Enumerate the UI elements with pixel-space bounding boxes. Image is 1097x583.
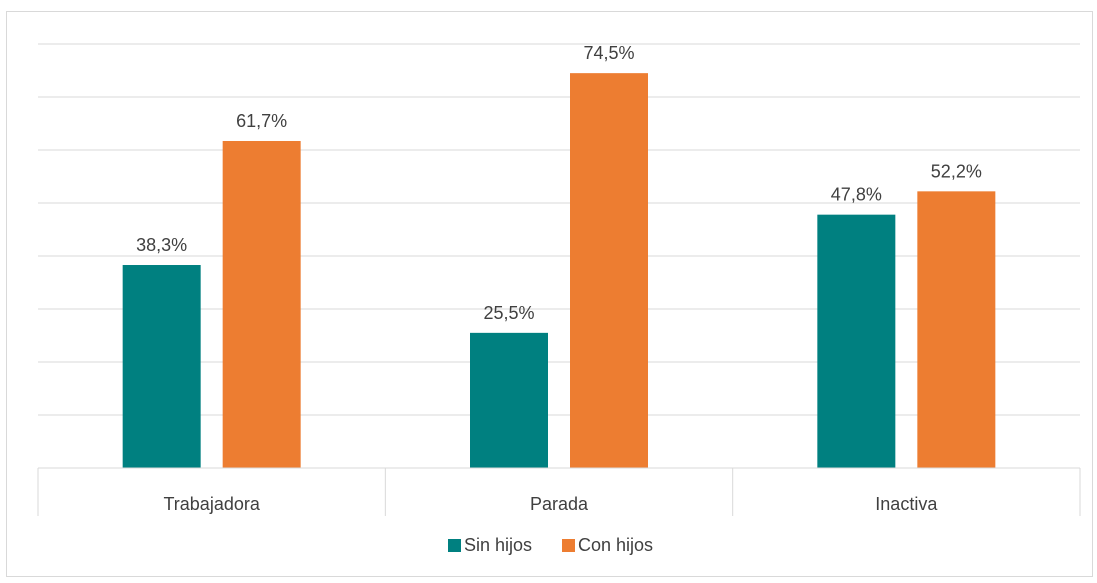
data-label-1-2: 52,2%	[931, 161, 982, 181]
legend-swatch-0	[448, 539, 461, 552]
data-label-0-0: 38,3%	[136, 235, 187, 255]
legend-swatch-1	[562, 539, 575, 552]
data-label-1-1: 74,5%	[583, 43, 634, 63]
bar-1-0	[222, 140, 301, 469]
bar-0-0	[122, 265, 201, 468]
x-axis	[37, 467, 1081, 516]
legend-label-0: Sin hijos	[464, 535, 532, 555]
data-labels: 38,3% 61,7% 25,5% 74,5% 47,8% 52,2%	[136, 43, 982, 323]
data-label-0-1: 25,5%	[483, 303, 534, 323]
category-label-0: Trabajadora	[163, 494, 260, 514]
legend-label-1: Con hijos	[578, 535, 653, 555]
data-label-1-0: 61,7%	[236, 111, 287, 131]
category-labels: Trabajadora Parada Inactiva	[163, 494, 938, 514]
gridlines	[38, 43, 1080, 416]
bar-1-1	[570, 73, 648, 469]
data-label-0-2: 47,8%	[831, 185, 882, 205]
bar-0-2	[817, 214, 896, 468]
bar-1-2	[917, 191, 996, 468]
legend: Sin hijos Con hijos	[448, 535, 653, 555]
category-label-1: Parada	[530, 494, 589, 514]
bars	[122, 73, 996, 469]
category-label-2: Inactiva	[875, 494, 938, 514]
bar-0-1	[470, 332, 548, 468]
